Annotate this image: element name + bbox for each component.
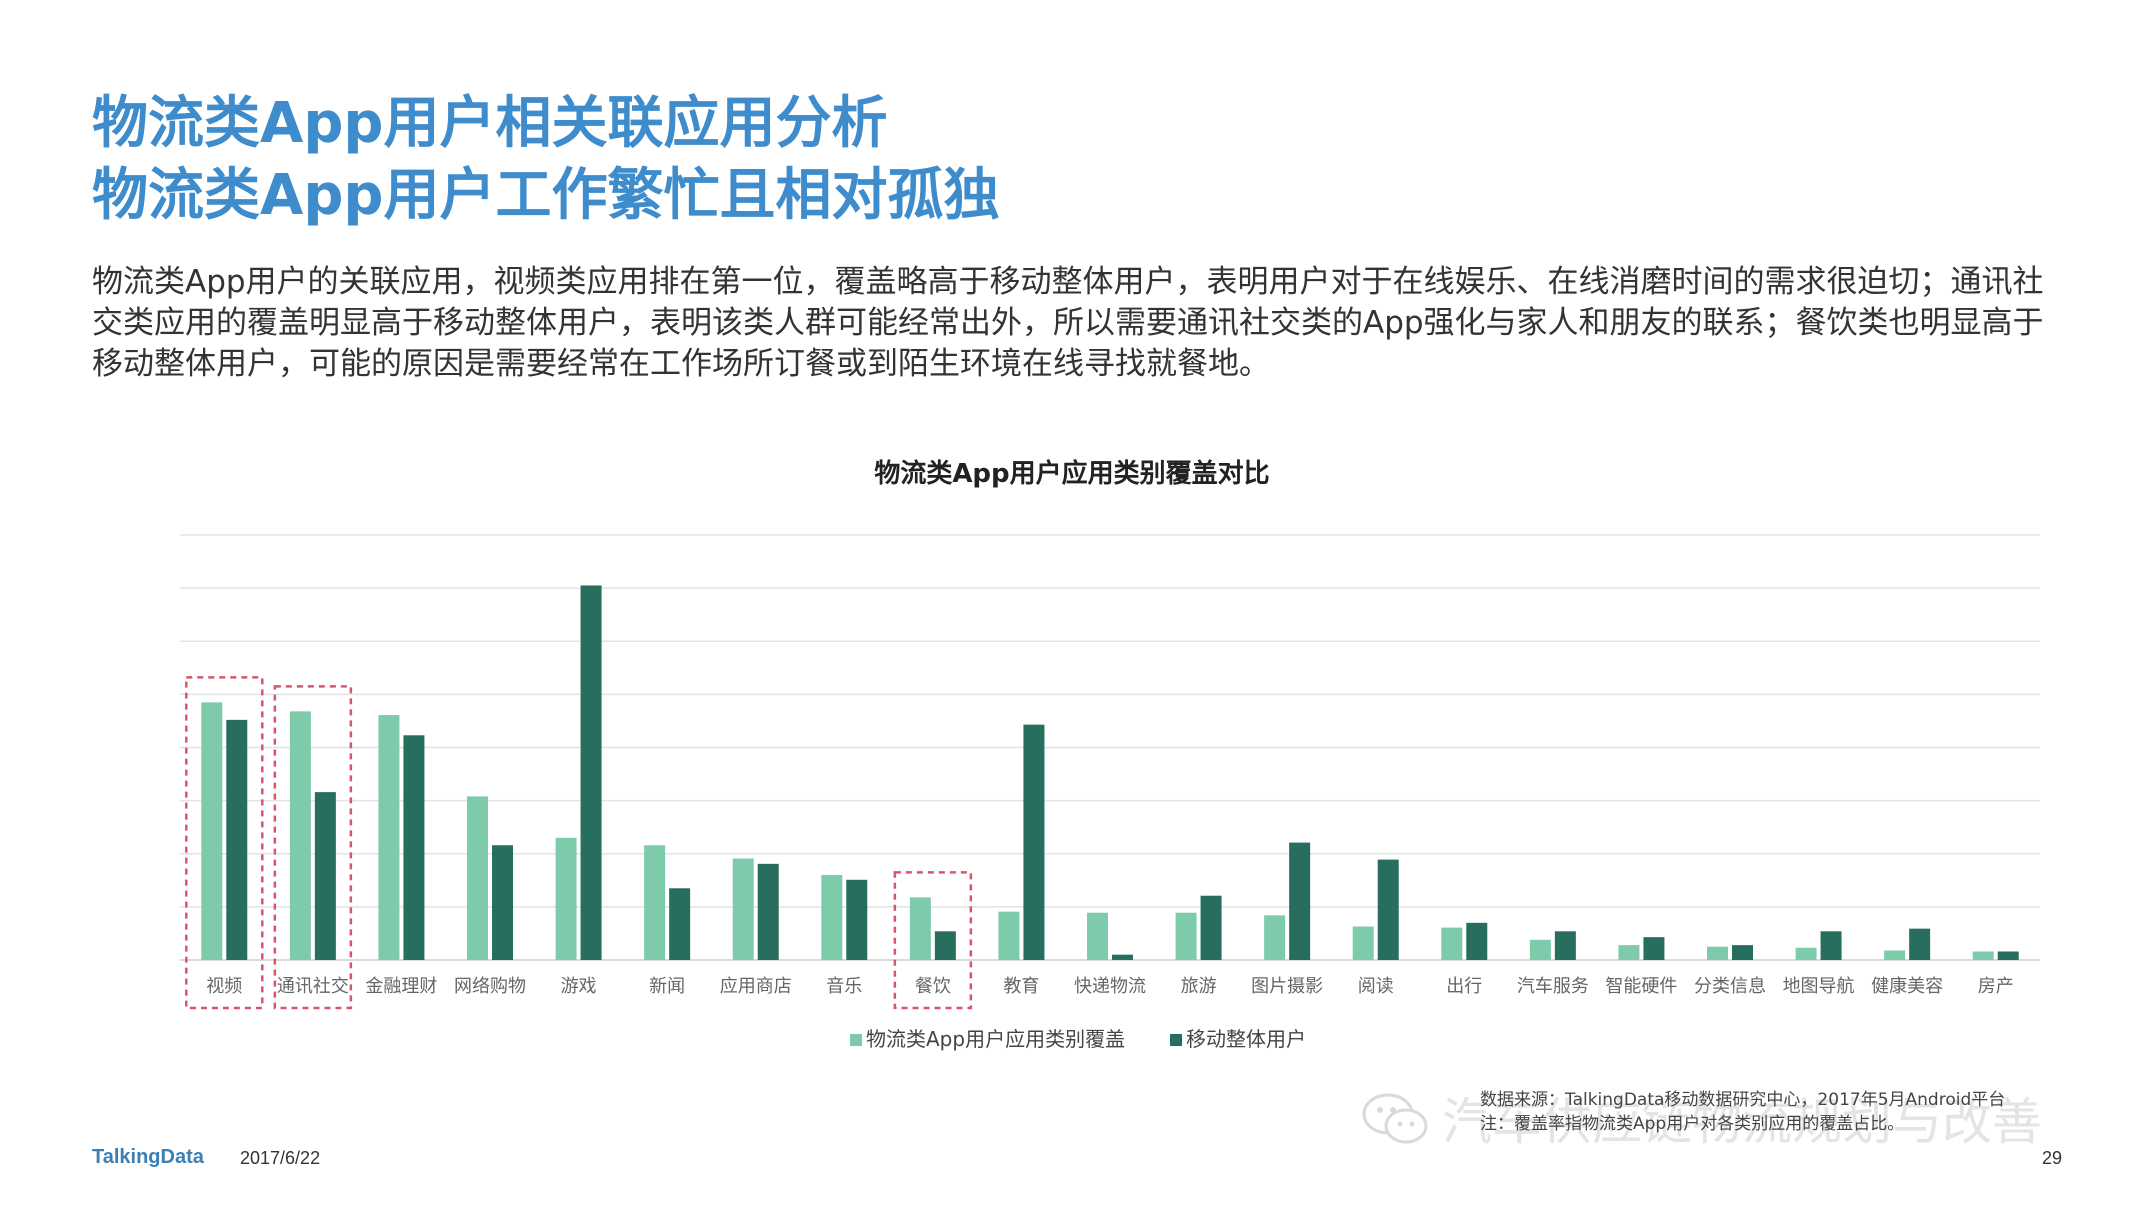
bar-logistics-users	[1707, 946, 1728, 960]
bar-mobile-overall	[1200, 895, 1222, 960]
category-label: 金融理财	[365, 976, 437, 997]
category-label: 应用商店	[720, 976, 792, 997]
bar-logistics-users	[1972, 951, 1994, 960]
category-label: 快递物流	[1074, 976, 1146, 997]
bar-chart: 视频 通讯社交 金融理财 网络购物 游戏 新闻 应用商店 音乐 餐饮 教育 快递物流 旅游 图片摄影 阅读…	[180, 458, 2040, 1051]
bar-logistics-users	[1529, 939, 1551, 960]
bar-mobile-overall	[669, 888, 691, 960]
legend-swatch	[1170, 1034, 1182, 1046]
bar-logistics-users	[1264, 915, 1286, 960]
page-subtitle: 物流类App用户工作繁忙且相对孤独	[92, 163, 1000, 228]
category-label: 游戏	[561, 976, 597, 997]
highlight-box	[273, 685, 353, 1010]
page-title: 物流类App用户相关联应用分析	[92, 91, 888, 156]
bar-mobile-overall	[1112, 954, 1133, 960]
legend-label: 物流类App用户应用类别覆盖	[866, 1027, 1125, 1051]
category-label: 出行	[1446, 976, 1482, 997]
category-label: 教育	[1003, 976, 1039, 997]
bar-mobile-overall	[1023, 724, 1045, 960]
wechat-icon	[1362, 1093, 1428, 1144]
bar-mobile-overall	[1377, 859, 1399, 960]
bar-mobile-overall	[580, 585, 602, 960]
source-line-2: 注：覆盖率指物流类App用户对各类别应用的覆盖占比。	[1480, 1114, 1905, 1134]
bar-mobile-overall	[846, 879, 868, 960]
bar-mobile-overall	[403, 735, 425, 960]
bar-logistics-users	[555, 837, 577, 960]
bar-logistics-users	[1175, 912, 1197, 960]
category-label: 阅读	[1358, 976, 1394, 997]
bar-logistics-users	[732, 858, 754, 960]
bar-mobile-overall	[226, 719, 248, 960]
chart-category-labels: 视频 通讯社交 金融理财 网络购物 游戏 新闻 应用商店 音乐 餐饮 教育 快递物流 旅游 图片摄影 阅读…	[206, 976, 2013, 997]
legend-label: 移动整体用户	[1186, 1027, 1306, 1051]
bar-mobile-overall	[1289, 842, 1311, 960]
category-label: 旅游	[1181, 976, 1217, 997]
page-number: 29	[2042, 1148, 2063, 1168]
bar-mobile-overall	[1820, 931, 1842, 960]
bar-logistics-users	[467, 796, 488, 960]
source-line-1: 数据来源：TalkingData移动数据研究中心，2017年5月Android平…	[1480, 1090, 2006, 1110]
category-label: 音乐	[826, 976, 862, 997]
category-label: 地图导航	[1783, 976, 1855, 997]
category-label: 视频	[206, 976, 242, 997]
bar-logistics-users	[1618, 945, 1640, 960]
category-label: 健康美容	[1871, 976, 1943, 997]
bar-mobile-overall	[1554, 931, 1576, 960]
category-label: 餐饮	[915, 976, 951, 997]
category-label: 网络购物	[454, 976, 526, 997]
source-note: 数据来源：TalkingData移动数据研究中心，2017年5月Android平…	[1480, 1088, 2080, 1136]
category-label: 智能硬件	[1605, 976, 1677, 997]
category-label: 房产	[1978, 976, 2014, 997]
footer-date: 2017/6/22	[240, 1148, 321, 1168]
chart-bars	[201, 585, 2019, 960]
category-label: 图片摄影	[1251, 976, 1323, 997]
bar-logistics-users	[644, 845, 666, 960]
chart-gridlines	[180, 534, 2040, 961]
bar-mobile-overall	[1732, 945, 1753, 960]
bar-mobile-overall	[314, 792, 336, 960]
bar-mobile-overall	[1466, 922, 1488, 960]
category-label: 汽车服务	[1517, 976, 1589, 997]
chart-highlight-boxes	[185, 676, 973, 1010]
highlight-box	[185, 676, 264, 1010]
bar-mobile-overall	[757, 863, 779, 960]
bar-mobile-overall	[1909, 928, 1931, 960]
bar-logistics-users	[378, 715, 400, 960]
description-text: 物流类App用户的关联应用，视频类应用排在第一位，覆盖略高于移动整体用户，表明用…	[92, 264, 2044, 382]
watermark-text: 汽车供应链物流规划与改善	[1442, 1093, 2042, 1151]
bar-logistics-users	[1352, 926, 1374, 960]
chart-legend: 物流类App用户应用类别覆盖 移动整体用户	[850, 1027, 1306, 1051]
category-label: 通讯社交	[277, 976, 349, 997]
bar-logistics-users	[909, 897, 931, 960]
category-label: 分类信息	[1694, 976, 1766, 997]
category-label: 新闻	[649, 976, 685, 997]
bar-logistics-users	[1441, 927, 1463, 960]
bar-logistics-users	[998, 911, 1020, 960]
bar-mobile-overall	[934, 931, 956, 960]
watermark: 汽车供应链物流规划与改善	[1360, 1082, 2042, 1154]
bar-logistics-users	[201, 702, 223, 960]
bar-logistics-users	[1087, 912, 1108, 960]
title-block: 物流类App用户相关联应用分析 物流类App用户工作繁忙且相对孤独	[92, 88, 1000, 232]
bar-logistics-users	[821, 875, 843, 960]
bar-mobile-overall	[1997, 951, 2019, 960]
bar-logistics-users	[289, 711, 311, 960]
bar-logistics-users	[1884, 950, 1906, 960]
highlight-box	[893, 871, 973, 1010]
legend-swatch	[850, 1034, 862, 1046]
bar-mobile-overall	[1643, 937, 1665, 960]
bar-logistics-users	[1795, 947, 1817, 960]
chart-title: 物流类App用户应用类别覆盖对比	[874, 458, 1269, 489]
bar-mobile-overall	[492, 845, 513, 960]
brand-logo: TalkingData	[92, 1146, 204, 1168]
